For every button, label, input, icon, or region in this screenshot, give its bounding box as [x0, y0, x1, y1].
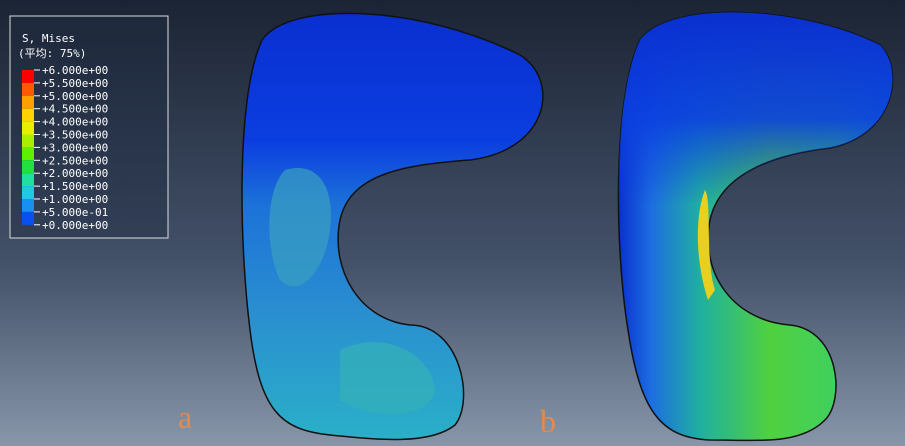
legend-label: +0.000e+00 — [42, 219, 108, 232]
legend-swatch — [22, 96, 34, 109]
panel-label: b — [540, 403, 556, 439]
legend-label: +5.000e-01 — [42, 206, 108, 219]
legend-swatch — [22, 186, 34, 199]
legend: S, Mises (平均: 75%) +6.000e+00+5.500e+00+… — [10, 16, 168, 238]
legend-title: S, Mises — [22, 32, 75, 45]
legend-label: +2.000e+00 — [42, 167, 108, 180]
legend-label: +4.500e+00 — [42, 103, 108, 116]
legend-label: +2.500e+00 — [42, 154, 108, 167]
legend-swatch — [22, 147, 34, 160]
legend-label: +1.500e+00 — [42, 180, 108, 193]
legend-swatch — [22, 122, 34, 135]
legend-label: +5.500e+00 — [42, 77, 108, 90]
legend-subtitle: (平均: 75%) — [18, 47, 86, 60]
legend-swatch — [22, 70, 34, 83]
legend-label: +4.000e+00 — [42, 116, 108, 129]
legend-swatch — [22, 135, 34, 148]
legend-swatch — [22, 83, 34, 96]
legend-label: +5.000e+00 — [42, 90, 108, 103]
legend-label: +3.000e+00 — [42, 141, 108, 154]
legend-label: +6.000e+00 — [42, 64, 108, 77]
viewport: S, Mises (平均: 75%) +6.000e+00+5.500e+00+… — [0, 0, 905, 446]
legend-swatch — [22, 109, 34, 122]
legend-label: +1.000e+00 — [42, 193, 108, 206]
panel-label: a — [178, 399, 192, 435]
legend-swatch — [22, 212, 34, 225]
legend-label: +3.500e+00 — [42, 129, 108, 142]
legend-swatch — [22, 160, 34, 173]
legend-swatch — [22, 199, 34, 212]
legend-swatch — [22, 173, 34, 186]
